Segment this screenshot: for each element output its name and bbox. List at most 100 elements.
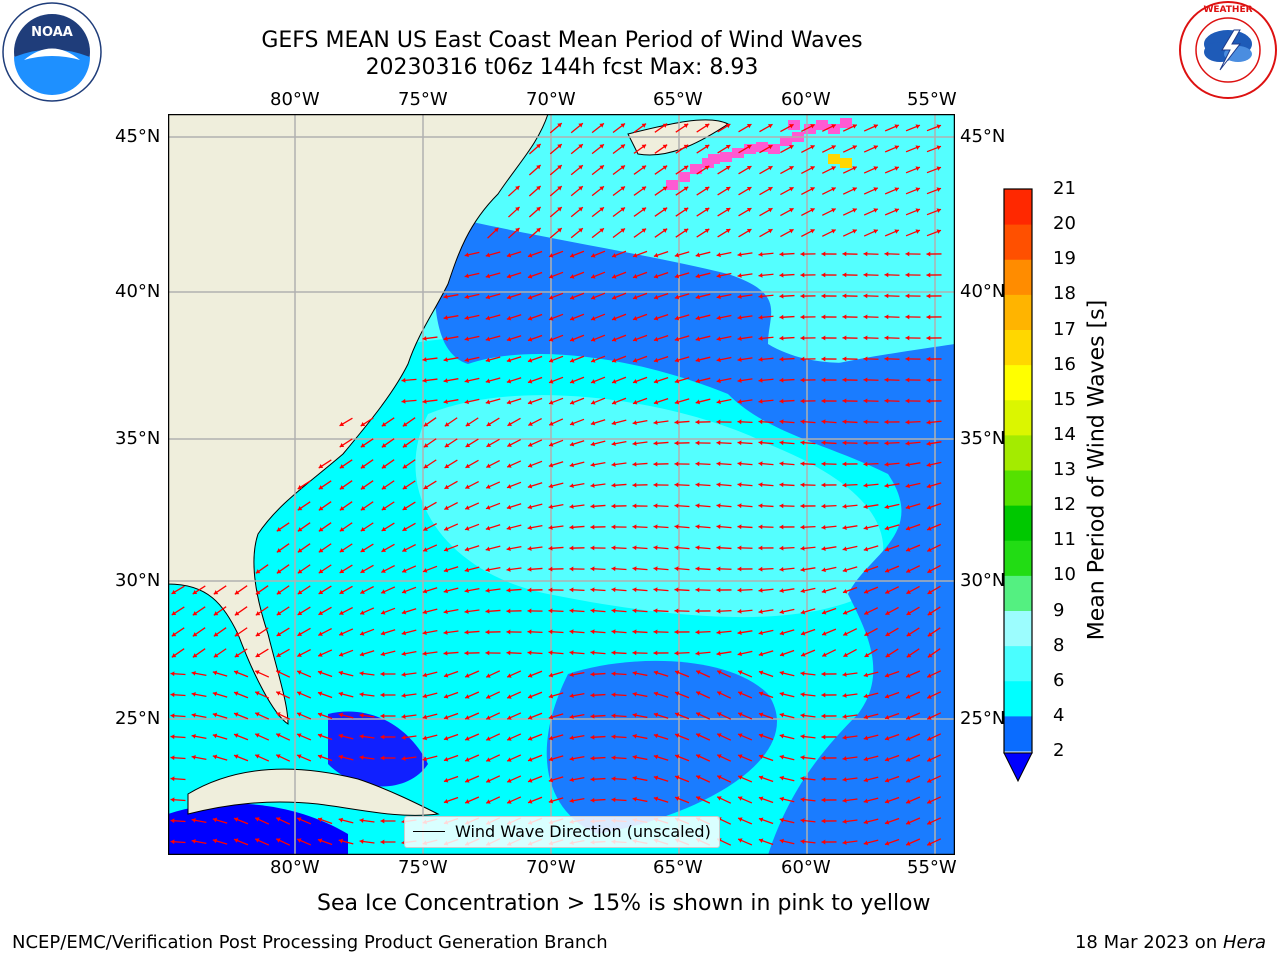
wave-direction-arrow [506, 587, 522, 593]
wave-direction-arrow [716, 251, 732, 258]
wave-direction-arrow [905, 377, 921, 383]
footer-machine: Hera [1222, 932, 1266, 953]
wave-direction-arrow [696, 123, 710, 133]
colorbar-swatch [1004, 189, 1032, 225]
colorbar-swatch [1004, 224, 1032, 260]
wave-direction-arrow [527, 376, 543, 384]
lon-label-top: 55°W [907, 89, 957, 110]
wave-direction-arrow [737, 503, 753, 509]
wave-direction-arrow [443, 754, 459, 762]
wave-direction-arrow [779, 629, 795, 636]
wave-direction-arrow [359, 755, 375, 760]
wave-direction-arrow [464, 293, 480, 300]
wave-direction-arrow [695, 461, 711, 467]
wave-direction-arrow [884, 503, 900, 510]
wave-direction-arrow [758, 629, 774, 636]
wave-direction-arrow [612, 164, 626, 176]
wave-direction-arrow [675, 123, 689, 133]
colorbar-tick-label: 20 [1053, 213, 1076, 235]
wave-direction-arrow [758, 335, 774, 341]
wave-direction-arrow [779, 293, 795, 299]
wave-direction-arrow [360, 564, 374, 574]
wave-direction-arrow [212, 733, 228, 740]
wave-direction-arrow [191, 838, 207, 845]
wave-direction-arrow [569, 608, 585, 614]
wave-direction-arrow [569, 397, 585, 405]
wave-direction-arrow [569, 776, 585, 783]
wave-direction-arrow [821, 649, 837, 657]
wave-direction-arrow [233, 754, 249, 762]
wave-direction-arrow [779, 670, 795, 677]
colorbar-tick-label: 21 [1053, 178, 1076, 199]
wave-direction-arrow [653, 691, 669, 698]
wave-direction-arrow [842, 607, 858, 615]
lat-label-left: 35°N [115, 428, 161, 449]
wave-direction-arrow [548, 271, 564, 279]
wave-direction-arrow [191, 712, 207, 719]
wave-direction-arrow [569, 755, 585, 762]
wave-direction-arrow [485, 650, 501, 656]
wave-direction-arrow [821, 166, 837, 174]
wave-direction-arrow [884, 208, 900, 216]
lat-label-left: 30°N [115, 570, 161, 591]
wave-direction-arrow [758, 566, 774, 572]
wave-direction-arrow [737, 691, 753, 699]
lon-label-top: 80°W [270, 89, 320, 110]
wave-direction-arrow [464, 754, 480, 762]
wave-direction-arrow [359, 671, 375, 676]
wave-direction-arrow [905, 145, 921, 153]
wave-direction-arrow [737, 419, 753, 425]
wave-direction-arrow [863, 776, 879, 783]
wave-direction-arrow [380, 734, 396, 740]
wave-direction-arrow [569, 418, 585, 426]
wave-direction-arrow [318, 627, 332, 637]
wave-direction-arrow [716, 398, 732, 405]
wave-direction-arrow [590, 545, 606, 551]
wave-direction-arrow [758, 587, 774, 593]
wave-direction-arrow [716, 587, 732, 593]
wave-direction-arrow [864, 648, 878, 658]
wave-direction-arrow [254, 754, 270, 762]
wave-direction-arrow [485, 733, 501, 741]
wave-direction-arrow [884, 712, 900, 720]
wave-direction-arrow [779, 440, 795, 446]
wave-direction-arrow [821, 356, 837, 362]
wave-direction-arrow [927, 606, 941, 616]
wave-direction-arrow [464, 712, 480, 720]
wave-direction-arrow [296, 733, 312, 741]
wave-direction-arrow [191, 817, 207, 824]
wave-direction-arrow [422, 755, 438, 762]
wave-direction-arrow [401, 608, 417, 615]
colorbar-tick-label: 2 [1053, 740, 1065, 761]
wave-direction-arrow [508, 206, 520, 218]
wave-direction-arrow [506, 356, 522, 363]
wave-direction-arrow [800, 692, 816, 697]
wave-direction-arrow [506, 567, 522, 572]
wave-direction-arrow [401, 693, 417, 698]
wave-direction-arrow [485, 691, 501, 699]
wave-direction-arrow [611, 355, 627, 363]
wave-direction-arrow [569, 250, 585, 258]
wave-direction-arrow [821, 293, 837, 299]
wave-direction-arrow [716, 293, 732, 300]
wave-direction-arrow [443, 294, 459, 300]
wave-direction-arrow [527, 796, 543, 804]
wave-direction-arrow [276, 648, 290, 658]
wave-direction-arrow [275, 838, 291, 846]
wave-direction-arrow [905, 419, 921, 425]
wave-direction-arrow [800, 440, 816, 446]
wave-direction-arrow [506, 272, 522, 279]
wave-direction-arrow [569, 292, 585, 300]
wave-direction-arrow [255, 606, 269, 616]
wave-direction-arrow [443, 523, 459, 531]
wave-direction-arrow [653, 440, 669, 446]
wave-direction-arrow [632, 587, 648, 593]
wave-direction-arrow [842, 693, 858, 698]
wave-direction-arrow [423, 480, 437, 490]
wave-direction-arrow [170, 713, 186, 719]
lon-label-bottom: 55°W [907, 857, 957, 878]
wave-direction-arrow [674, 335, 690, 342]
wave-direction-arrow [422, 692, 438, 699]
wave-direction-arrow [213, 585, 227, 595]
wave-direction-arrow [611, 734, 627, 740]
